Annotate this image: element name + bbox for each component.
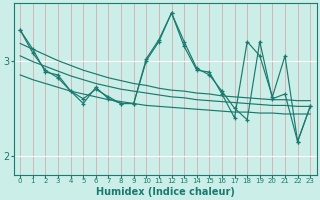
X-axis label: Humidex (Indice chaleur): Humidex (Indice chaleur) — [96, 187, 235, 197]
